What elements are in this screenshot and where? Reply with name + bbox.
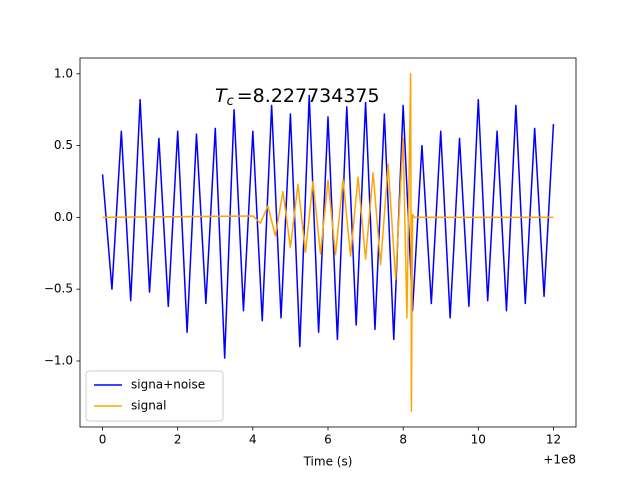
- x-tick-label: 4: [249, 433, 257, 447]
- annotation-text: =8.227734375: [237, 85, 380, 107]
- legend-label: signal: [131, 399, 167, 413]
- y-tick-label: 0.5: [54, 138, 73, 152]
- series-line: [102, 73, 554, 412]
- y-tick-label: 1.0: [54, 66, 73, 80]
- x-tick-label: 12: [546, 433, 561, 447]
- annotation-subscript: c: [227, 94, 234, 109]
- x-tick-label: 2: [174, 433, 182, 447]
- y-tick-label: −0.5: [44, 282, 73, 296]
- y-tick-label: 0.0: [54, 210, 73, 224]
- x-tick-label: 8: [399, 433, 407, 447]
- x-tick-label: 0: [99, 433, 107, 447]
- annotation-symbol: T: [215, 85, 228, 107]
- legend-box: [85, 370, 224, 422]
- x-axis-label: Time (s): [303, 455, 353, 469]
- x-tick-label: 10: [471, 433, 486, 447]
- x-offset-label: +1e8: [543, 453, 576, 467]
- y-tick-label: −1.0: [44, 353, 73, 367]
- annotation: Tc =8.227734375: [215, 85, 380, 109]
- x-tick-label: 6: [324, 433, 332, 447]
- series-line: [101, 94, 555, 359]
- legend-label: signa+noise: [131, 378, 205, 392]
